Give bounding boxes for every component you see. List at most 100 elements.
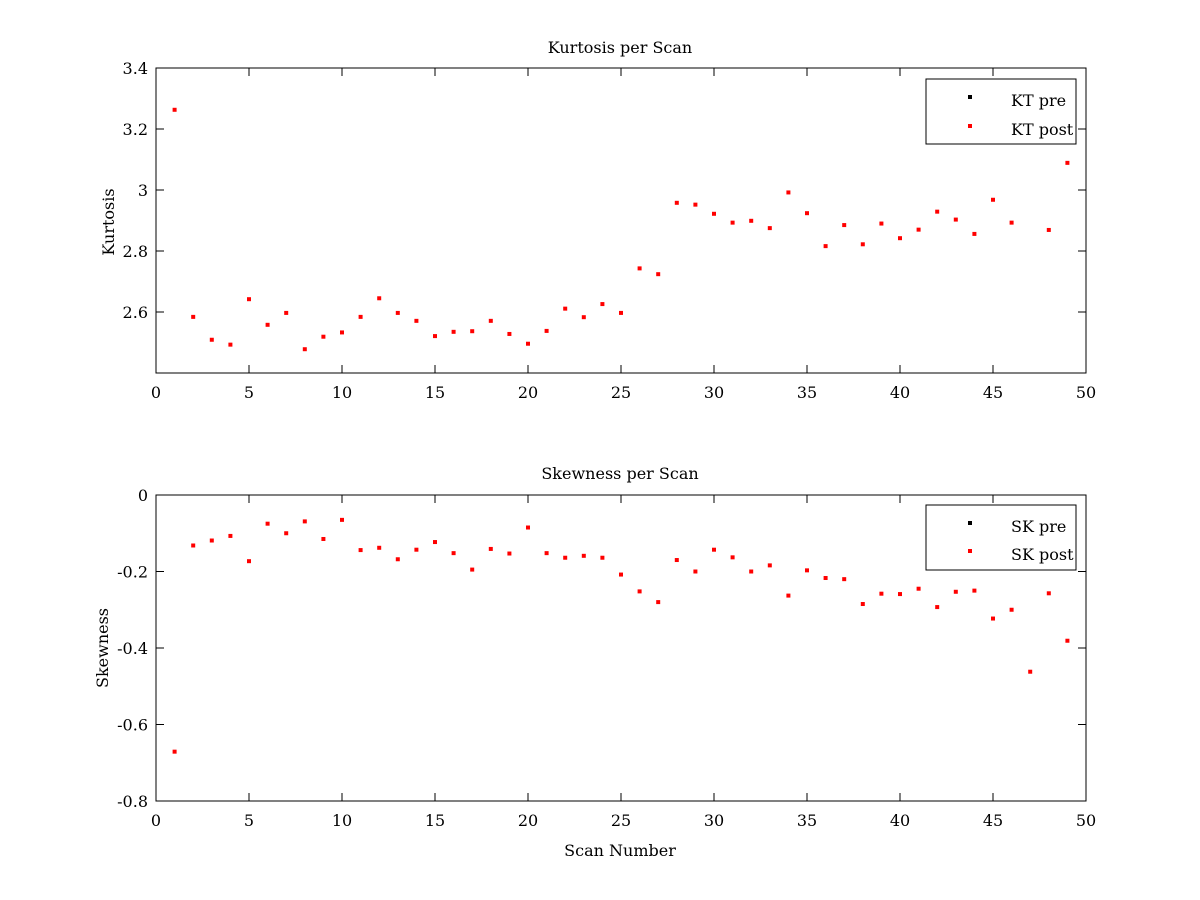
kurtosis-point-series-1: [1065, 160, 1070, 165]
skewness-point-series-1: [842, 577, 847, 582]
skewness-point-series-1: [805, 568, 809, 573]
kurtosis-point-series-1: [581, 315, 586, 320]
kurtosis-point-series-1: [953, 217, 958, 222]
kurtosis-point-series-1: [265, 322, 270, 327]
skewness-xtick-label: 40: [890, 811, 910, 830]
kurtosis-legend: KT pre KT post: [925, 78, 1077, 145]
kurtosis-point-series-1: [451, 329, 456, 334]
kurtosis-point-series-1: [935, 209, 940, 214]
kurtosis-point-series-1: [730, 220, 735, 225]
kurtosis-xtick-label: 35: [797, 383, 817, 402]
skewness-point-series-1: [209, 538, 214, 543]
kurtosis-point-series-1: [972, 231, 977, 236]
skewness-xtick-label: 0: [151, 811, 161, 830]
kurtosis-point-series-1: [172, 107, 177, 112]
kurtosis-xtick-label: 50: [1076, 383, 1096, 402]
kurtosis-point-series-1: [1009, 220, 1014, 225]
skewness-point-series-1: [1028, 669, 1033, 674]
kurtosis-point-series-1: [209, 337, 214, 342]
skewness-point-series-1: [786, 593, 791, 598]
skewness-point-series-1: [358, 548, 363, 553]
kurtosis-xtick-label: 20: [518, 383, 538, 402]
skewness-xtick-label: 25: [611, 811, 631, 830]
skewness-point-series-1: [749, 569, 754, 574]
skewness-point-series-1: [674, 558, 679, 563]
kurtosis-point-series-1: [414, 318, 419, 323]
skewness-point-series-1: [1065, 638, 1070, 643]
skewness-xtick-label: 10: [332, 811, 352, 830]
kurtosis-xtick-label: 30: [704, 383, 724, 402]
skewness-point-series-1: [991, 616, 995, 621]
legend-marker-sk-pre: [968, 521, 972, 525]
skewness-point-series-1: [935, 605, 940, 610]
kurtosis-point-series-1: [1046, 227, 1051, 232]
kurtosis-point-series-1: [823, 244, 828, 249]
legend-label-kt-post: KT post: [1011, 120, 1074, 139]
skewness-xtick-label: 15: [425, 811, 445, 830]
skewness-point-series-1: [433, 540, 437, 545]
kurtosis-point-series-1: [879, 221, 884, 226]
kurtosis-point-series-1: [805, 211, 809, 216]
kurtosis-title: Kurtosis per Scan: [548, 38, 692, 57]
kurtosis-xtick-label: 0: [151, 383, 161, 402]
kurtosis-point-series-1: [395, 310, 400, 315]
kurtosis-point-series-1: [544, 328, 549, 333]
skewness-ytick-label: -0.4: [117, 639, 148, 658]
kurtosis-point-series-1: [340, 330, 344, 335]
legend-label-sk-post: SK post: [1011, 545, 1074, 564]
kurtosis-point-series-1: [916, 227, 921, 232]
kurtosis-axes-frame: [155, 67, 1087, 374]
kurtosis-subplot: Kurtosis per Scan Kurtosis 0 5 10 15 20 25 30 3…: [99, 38, 1096, 402]
legend-label-sk-pre: SK pre: [1011, 517, 1066, 536]
legend-label-kt-pre: KT pre: [1011, 91, 1066, 110]
skewness-ytick-label: -0.6: [117, 716, 148, 735]
kurtosis-point-series-1: [637, 266, 642, 271]
skewness-point-series-1: [656, 600, 661, 605]
kurtosis-point-series-1: [247, 297, 251, 302]
kurtosis-point-series-1: [786, 190, 791, 195]
skewness-point-series-1: [898, 592, 902, 597]
skewness-point-series-1: [228, 533, 233, 538]
skewness-point-series-1: [395, 557, 400, 562]
kurtosis-point-series-1: [433, 334, 437, 339]
kurtosis-point-series-1: [842, 223, 847, 228]
skewness-point-series-1: [916, 586, 921, 591]
skewness-xtick-label: 30: [704, 811, 724, 830]
skewness-point-series-1: [712, 547, 716, 552]
kurtosis-point-series-1: [656, 272, 661, 277]
skewness-point-series-1: [414, 547, 419, 552]
kurtosis-xtick-label: 45: [983, 383, 1003, 402]
skewness-point-series-1: [377, 545, 382, 550]
kurtosis-point-series-1: [712, 211, 716, 216]
skewness-point-series-1: [265, 521, 270, 526]
skewness-point-series-1: [1009, 607, 1014, 612]
skewness-point-series-1: [340, 517, 344, 522]
skewness-legend-box: [925, 504, 1077, 571]
skewness-ylabel: Skewness: [93, 608, 112, 688]
kurtosis-point-series-1: [898, 236, 902, 241]
skewness-point-series-1: [1046, 591, 1051, 596]
kurtosis-ytick-label: 2.6: [123, 303, 148, 322]
skewness-point-series-1: [823, 576, 828, 581]
kurtosis-point-series-1: [321, 334, 326, 339]
skewness-point-series-1: [507, 551, 512, 556]
skewness-point-series-1: [191, 543, 196, 548]
kurtosis-legend-box: [925, 78, 1077, 145]
kurtosis-xtick-label: 25: [611, 383, 631, 402]
skewness-xtick-label: 5: [244, 811, 254, 830]
skewness-point-series-1: [879, 591, 884, 596]
skewness-legend: SK pre SK post: [925, 504, 1077, 571]
skewness-xtick-label: 35: [797, 811, 817, 830]
kurtosis-point-series-1: [526, 341, 530, 346]
skewness-ytick-label: -0.8: [117, 792, 148, 811]
kurtosis-point-series-1: [674, 200, 679, 205]
kurtosis-point-series-1: [302, 347, 307, 352]
skewness-point-series-1: [953, 589, 958, 594]
skewness-point-series-1: [767, 563, 772, 568]
skewness-subplot: Skewness per Scan Scan Number Skewness 0…: [93, 464, 1096, 860]
kurtosis-point-series-1: [358, 314, 363, 319]
kurtosis-point-series-1: [860, 242, 865, 247]
kurtosis-point-series-1: [600, 302, 605, 307]
